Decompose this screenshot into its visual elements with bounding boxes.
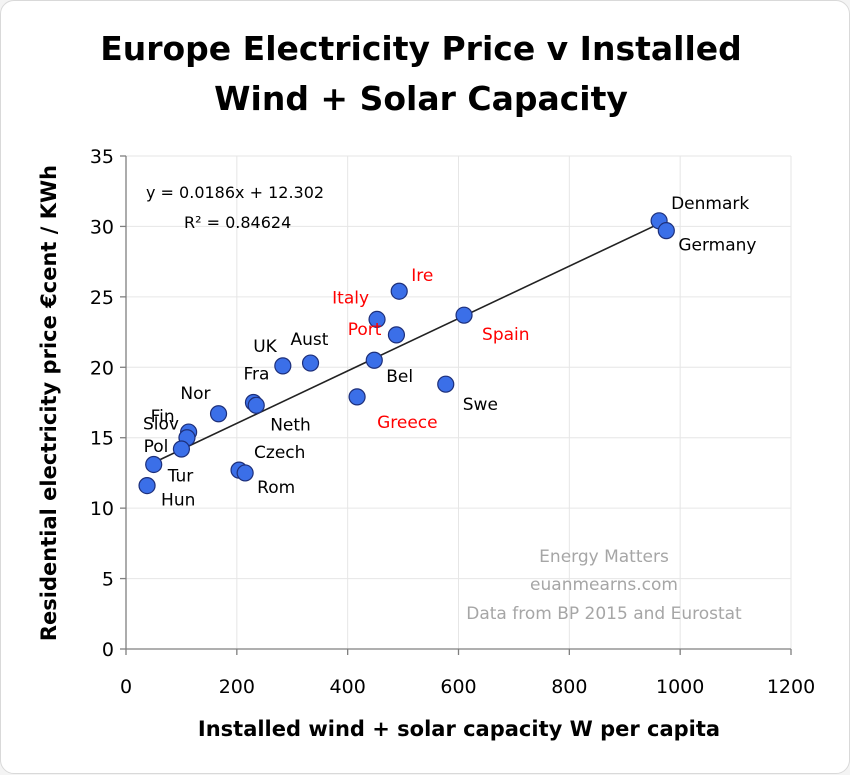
x-axis-title: Installed wind + solar capacity W per ca… bbox=[198, 717, 720, 741]
point-label: Aust bbox=[291, 330, 329, 350]
trendline bbox=[153, 222, 660, 464]
x-tick-label: 0 bbox=[120, 676, 132, 698]
x-tick-labels: 0 200 400 600 800 1000 1200 bbox=[120, 676, 815, 698]
point-label: Rom bbox=[257, 478, 295, 498]
x-tick-label: 400 bbox=[330, 676, 366, 698]
point-label: Czech bbox=[254, 443, 305, 463]
x-tick-label: 1200 bbox=[767, 676, 815, 698]
y-tick-label: 25 bbox=[90, 287, 114, 309]
data-point bbox=[236, 464, 254, 482]
trendline-group bbox=[153, 222, 660, 464]
point-label: Fin bbox=[151, 407, 175, 427]
data-point bbox=[301, 354, 320, 372]
point-label: Tur bbox=[167, 466, 194, 486]
chart-title-line-1: Europe Electricity Price v Installed bbox=[100, 29, 742, 68]
data-point bbox=[138, 477, 156, 495]
point-labels: Denmark Germany Ire Italy Spain Port Bel UK Aust… bbox=[143, 194, 756, 511]
point-label: UK bbox=[253, 337, 277, 357]
data-point bbox=[365, 351, 383, 369]
y-tick-label: 20 bbox=[90, 357, 114, 379]
point-label: Fra bbox=[243, 365, 269, 385]
axes bbox=[120, 155, 792, 655]
data-point bbox=[172, 440, 191, 458]
y-tick-label: 0 bbox=[102, 639, 114, 661]
point-label: Neth bbox=[270, 415, 311, 435]
r-squared-label: R² = 0.84624 bbox=[184, 213, 291, 232]
data-point bbox=[368, 310, 386, 328]
data-point bbox=[145, 455, 163, 474]
data-point bbox=[274, 357, 292, 375]
data-points bbox=[138, 212, 675, 495]
point-label: Swe bbox=[463, 395, 498, 415]
y-tick-label: 10 bbox=[90, 498, 114, 520]
point-label: Bel bbox=[386, 367, 413, 387]
point-label: Port bbox=[348, 320, 382, 340]
y-axis-title: Residential electricity price €cent / KW… bbox=[37, 165, 61, 641]
trendline-equation: y = 0.0186x + 12.302 bbox=[146, 183, 324, 202]
data-point bbox=[657, 222, 675, 240]
y-tick-labels: 0 5 10 15 20 25 30 35 bbox=[90, 146, 114, 661]
data-point bbox=[437, 375, 455, 393]
point-label: Pol bbox=[144, 437, 169, 457]
chart-title-line-2: Wind + Solar Capacity bbox=[214, 79, 628, 118]
watermark-line-1: Energy Matters bbox=[539, 547, 669, 567]
point-label: Greece bbox=[377, 413, 438, 433]
point-label: Hun bbox=[161, 491, 195, 511]
data-point bbox=[209, 405, 228, 423]
data-point bbox=[387, 326, 406, 344]
watermark-line-3: Data from BP 2015 and Eurostat bbox=[466, 604, 742, 624]
point-label: Spain bbox=[482, 325, 529, 345]
data-point bbox=[390, 282, 408, 300]
x-tick-label: 800 bbox=[551, 676, 587, 698]
point-label: Denmark bbox=[671, 194, 749, 214]
point-label: Ire bbox=[411, 266, 433, 286]
point-label: Slov bbox=[143, 415, 179, 435]
y-tick-label: 15 bbox=[90, 428, 114, 450]
data-point bbox=[455, 306, 473, 324]
y-tick-label: 30 bbox=[90, 216, 114, 238]
grid-lines bbox=[126, 155, 792, 649]
x-tick-label: 600 bbox=[440, 676, 476, 698]
point-label: Germany bbox=[678, 236, 756, 256]
y-tick-label: 35 bbox=[90, 146, 114, 168]
point-label: Nor bbox=[180, 384, 210, 404]
x-tick-label: 200 bbox=[219, 676, 255, 698]
data-point bbox=[247, 396, 265, 414]
data-point bbox=[348, 388, 366, 406]
x-tick-label: 1000 bbox=[656, 676, 704, 698]
point-label: Italy bbox=[332, 288, 369, 308]
y-tick-label: 5 bbox=[102, 569, 114, 591]
watermark-line-2: euanmearns.com bbox=[530, 575, 678, 595]
